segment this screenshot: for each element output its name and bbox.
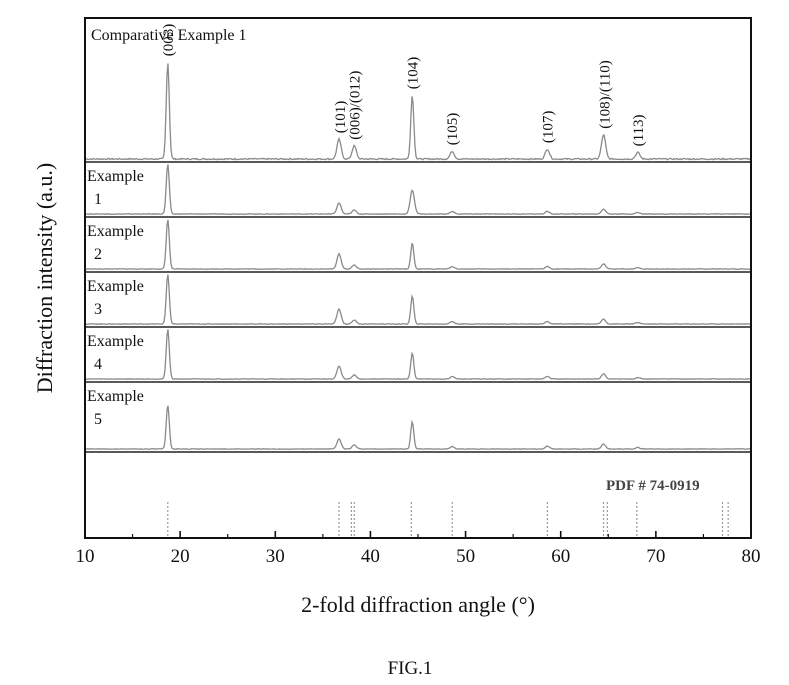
y-axis-title: Diffraction intensity (a.u.)	[32, 163, 57, 394]
series-label: Example	[87, 333, 144, 350]
series-line	[85, 405, 751, 451]
series-line	[85, 329, 751, 381]
x-tick-label: 80	[742, 546, 761, 567]
series-1: Comparative Example 1(003) (101)(006)/(01…	[85, 24, 751, 161]
plot-frame	[84, 17, 752, 539]
peak-label: (108)/(110)	[597, 60, 613, 129]
series-label: Example	[87, 223, 144, 240]
series-label: Example	[87, 168, 144, 185]
series-4: Example 3	[85, 274, 751, 326]
x-tick-label: 70	[646, 546, 665, 567]
series-3: Example 2	[85, 219, 751, 271]
series-line	[85, 164, 751, 216]
x-tick-label: 40	[361, 546, 380, 567]
series-line	[85, 63, 751, 161]
series-label: Example	[87, 388, 144, 405]
x-tick-label: 50	[456, 546, 475, 567]
x-tick-label: 30	[266, 546, 285, 567]
series-label: Example	[87, 278, 144, 295]
series-label-number: 4	[94, 356, 102, 373]
figure-caption: FIG.1	[388, 658, 433, 679]
peak-label: (104)	[405, 57, 421, 90]
series-label-number: 5	[94, 411, 102, 428]
series-line	[85, 274, 751, 326]
reference-label: PDF # 74-0919	[606, 478, 700, 494]
peak-label: (107)	[540, 111, 556, 144]
series-line	[85, 219, 751, 271]
series-label-number: 1	[94, 191, 102, 208]
x-axis-title: 2-fold diffraction angle (°)	[301, 592, 535, 617]
peak-label: (113)	[631, 114, 647, 146]
x-tick-label: 10	[76, 546, 95, 567]
series-5: Example 4	[85, 329, 751, 381]
series-2: Example 1	[85, 164, 751, 216]
x-tick-label: 20	[171, 546, 190, 567]
chart-panels: Comparative Example 1(003) (101)(006)/(01…	[85, 24, 751, 453]
peak-label: (101)	[333, 101, 349, 134]
series-label-number: 3	[94, 301, 102, 318]
peak-label: (006)/(012)	[347, 71, 363, 140]
x-tick-label: 60	[551, 546, 570, 567]
series-6: Example 5	[85, 388, 751, 451]
peak-label: (105)	[445, 113, 461, 146]
reference-panel: PDF # 74-0919	[167, 478, 729, 536]
peak-label: (003)	[161, 24, 177, 57]
series-label-number: 2	[94, 246, 102, 263]
series-label: Comparative Example 1	[91, 27, 247, 44]
x-axis: 10 20 30 40 50 60 70 80	[76, 531, 761, 567]
